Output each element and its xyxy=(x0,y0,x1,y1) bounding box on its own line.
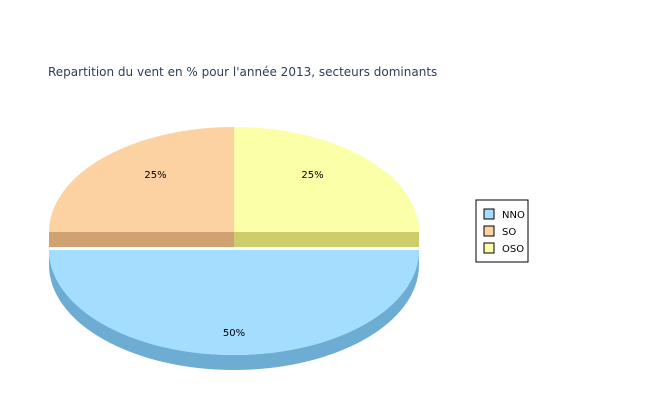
slice-side-oso xyxy=(234,232,419,247)
legend-swatch-so xyxy=(483,225,495,237)
legend-label-oso: OSO xyxy=(502,244,524,255)
slice-so xyxy=(49,127,234,232)
legend: NNO SO OSO xyxy=(475,199,529,263)
legend-label-nno: NNO xyxy=(502,210,525,221)
legend-swatch-oso xyxy=(483,242,495,254)
legend-swatch-nno xyxy=(483,208,495,220)
slice-oso xyxy=(234,127,419,232)
legend-label-so: SO xyxy=(502,227,516,238)
chart-title: Repartition du vent en % pour l'année 20… xyxy=(48,65,437,79)
data-label-so: 25% xyxy=(144,170,166,181)
slice-nno xyxy=(49,250,419,355)
pie-layer: 50% 25% 25% xyxy=(49,127,419,370)
data-label-oso: 25% xyxy=(301,170,323,181)
slice-side-so xyxy=(49,232,234,247)
data-label-nno: 50% xyxy=(223,328,245,339)
